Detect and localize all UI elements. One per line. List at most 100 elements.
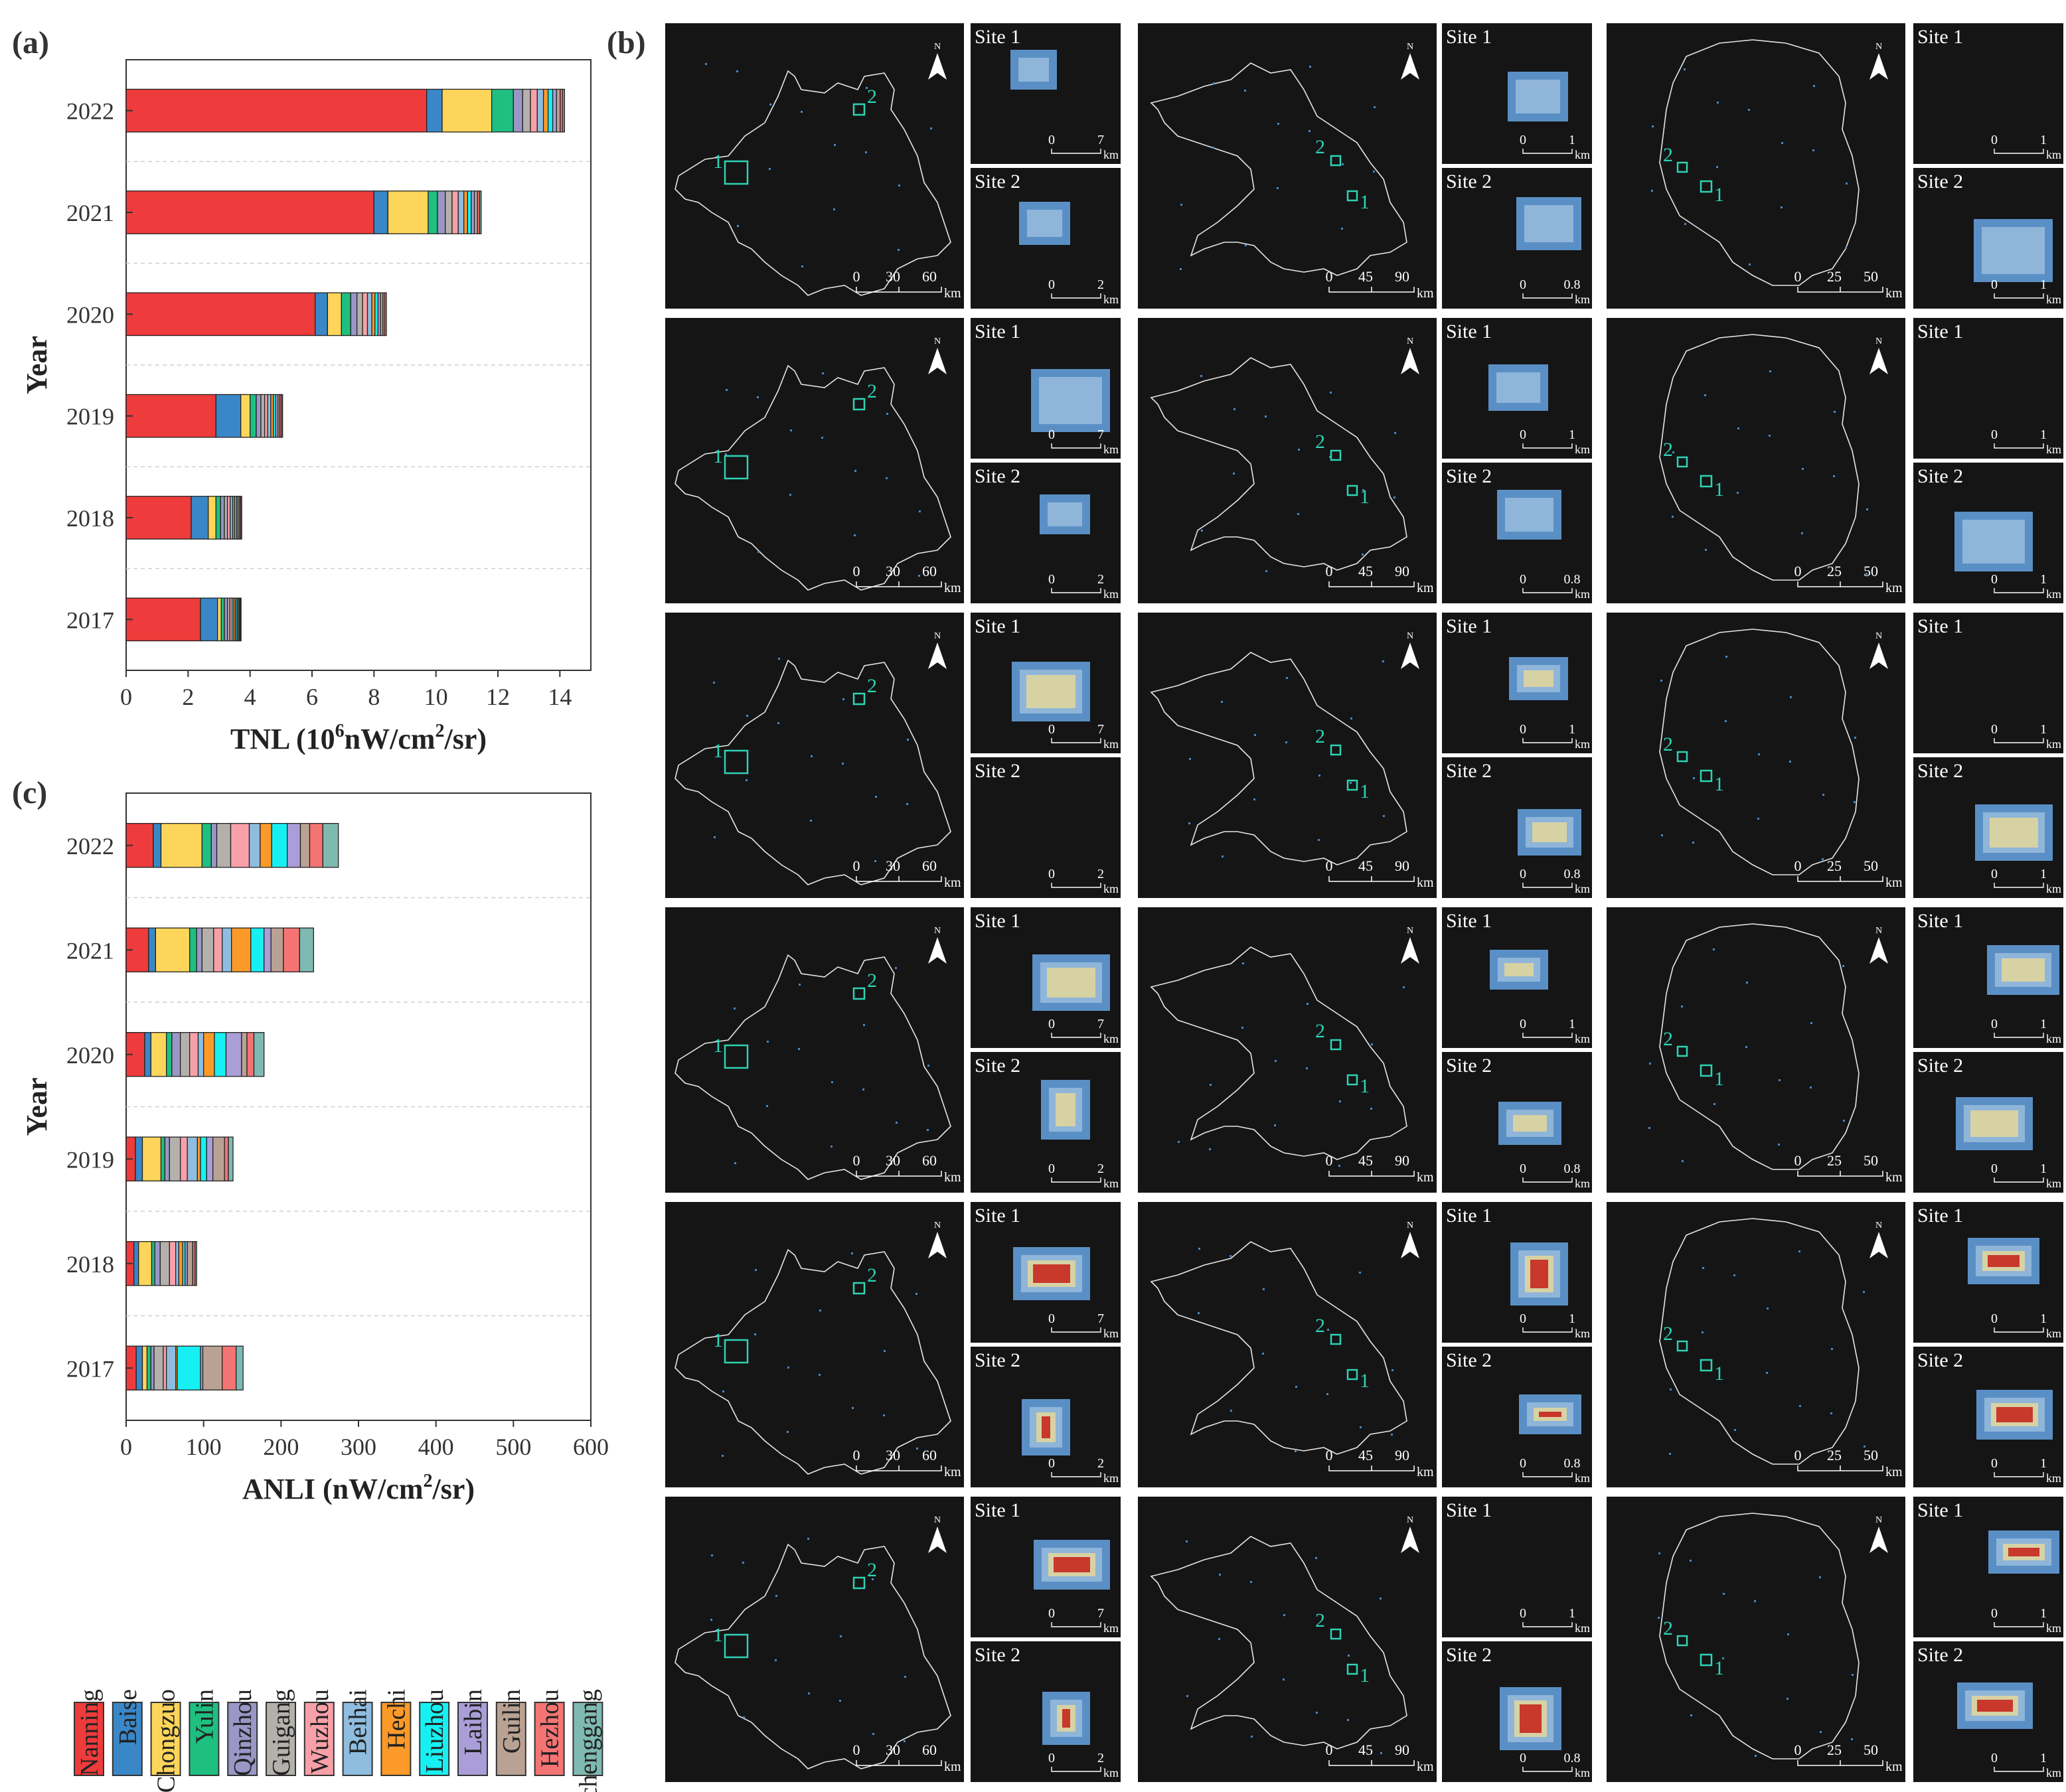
inset-scale-unit: km (2046, 1032, 2061, 1045)
inset-scale-label: 1 (2040, 1017, 2047, 1031)
map-main-r6c3 (1607, 1497, 1905, 1782)
inset-scale-bar (1994, 1767, 2044, 1772)
scale-label: 0 (853, 1742, 860, 1758)
north-label: N (934, 1515, 941, 1525)
scale-bar (1328, 1465, 1415, 1471)
north-label: N (934, 926, 941, 936)
site2-marker: 2 (867, 1264, 877, 1286)
site2-marker: 2 (1315, 1609, 1325, 1631)
panel-label-c: (c) (12, 775, 47, 810)
site1-label: Site 1 (975, 1205, 1020, 1227)
region-outline (1659, 334, 1860, 581)
light-speck (1350, 782, 1352, 784)
scale-label: 50 (1864, 563, 1878, 579)
x-tick-label: 12 (486, 684, 510, 710)
inset-scale-bar (1522, 1767, 1573, 1772)
scale-label: 0 (1794, 1742, 1802, 1758)
scale-bar (1328, 1760, 1415, 1766)
light-speck (1734, 1429, 1736, 1431)
bar-wuzhou-2017 (163, 1345, 167, 1390)
inset-scale-label: 7 (1097, 133, 1104, 147)
site2-marker: 2 (867, 1559, 877, 1581)
north-arrow-icon (928, 1527, 947, 1553)
light-speck (822, 372, 824, 374)
bar-beihai-2019 (187, 1136, 198, 1181)
north-arrow-icon (1401, 1232, 1419, 1258)
bar-fangchenggang-2019 (281, 394, 283, 438)
light-speck (808, 1692, 810, 1694)
light-speck (1219, 1574, 1221, 1576)
site2-marker: 2 (867, 675, 877, 697)
light-speck (1307, 1003, 1309, 1005)
light-speck (851, 1252, 853, 1254)
light-blob-hot (1988, 1255, 2020, 1267)
region-outline (1659, 39, 1860, 286)
bar-fangchenggang-2019 (228, 1136, 234, 1181)
bar-hechi-2022 (260, 823, 272, 868)
light-blob-hot (1996, 1407, 2033, 1422)
light-speck (1717, 102, 1719, 104)
inset-scale-bar (1994, 293, 2044, 299)
inset-scale-label: 1 (2040, 427, 2047, 442)
bar-wuzhou-2021 (213, 927, 223, 972)
legend-swatch-wuzhou (303, 1702, 335, 1776)
site2-label: Site 2 (1917, 1644, 1963, 1666)
y-tick-label: 2020 (66, 1042, 114, 1069)
x-tick-label: 500 (495, 1434, 531, 1460)
bar-hezhou-2020 (246, 1032, 255, 1077)
light-speck (1745, 1046, 1747, 1048)
site2-box (1676, 1340, 1688, 1352)
inset-scale-bar (1522, 1472, 1573, 1477)
inset-scale-bar (1994, 738, 2044, 743)
site1-marker: 1 (713, 1624, 723, 1646)
light-speck (767, 1041, 769, 1043)
scale-bar (856, 287, 942, 293)
inset-scale-bar (1994, 149, 2044, 154)
site2-box (852, 103, 866, 116)
scale-unit: km (944, 875, 961, 890)
site2-box (1330, 744, 1342, 756)
light-blob-core (1056, 1093, 1075, 1126)
bar-beihai-2020 (197, 1032, 204, 1077)
light-speck (1341, 228, 1343, 230)
site2-marker: 2 (1315, 431, 1325, 453)
light-speck (710, 1619, 712, 1621)
inset-scale-label: 0 (1520, 1606, 1526, 1621)
light-speck (1822, 858, 1824, 860)
scale-bar (1328, 876, 1415, 882)
light-speck (746, 715, 748, 717)
light-speck (1297, 513, 1299, 515)
light-speck (1819, 1576, 1821, 1578)
site1-label: Site 1 (1446, 26, 1492, 48)
light-speck (1658, 1617, 1660, 1619)
inset-scale-unit: km (1575, 1621, 1590, 1635)
inset-scale-unit: km (2046, 293, 2061, 306)
site1-box (1346, 190, 1358, 202)
scale-label: 25 (1827, 1152, 1842, 1169)
bar-fangchenggang-2022 (322, 823, 339, 868)
light-speck (1201, 530, 1203, 532)
scale-label: 30 (886, 858, 900, 874)
y-tick-label: 2021 (66, 200, 114, 226)
inset-scale-unit: km (1575, 443, 1590, 456)
site2-label: Site 2 (1917, 171, 1963, 192)
y-tick-label: 2017 (66, 1355, 114, 1382)
light-speck (1318, 775, 1320, 777)
scale-label: 60 (922, 1742, 937, 1758)
light-speck (1845, 247, 1847, 249)
region-outline (1659, 923, 1860, 1170)
light-speck (1746, 982, 1748, 984)
map-main-r5c3 (1607, 1202, 1905, 1487)
bar-chongzuo-2022 (441, 88, 493, 133)
light-speck (1245, 244, 1247, 246)
light-speck (907, 739, 909, 741)
light-speck (713, 682, 715, 684)
inset-scale-unit: km (1575, 882, 1590, 895)
light-speck (1263, 1288, 1265, 1290)
light-speck (904, 1740, 906, 1742)
site1-marker: 1 (713, 740, 723, 762)
bar-guilin-2021 (473, 190, 478, 234)
light-speck (1802, 468, 1804, 470)
scale-label: 30 (886, 1152, 900, 1169)
light-blob-core (1026, 675, 1075, 708)
